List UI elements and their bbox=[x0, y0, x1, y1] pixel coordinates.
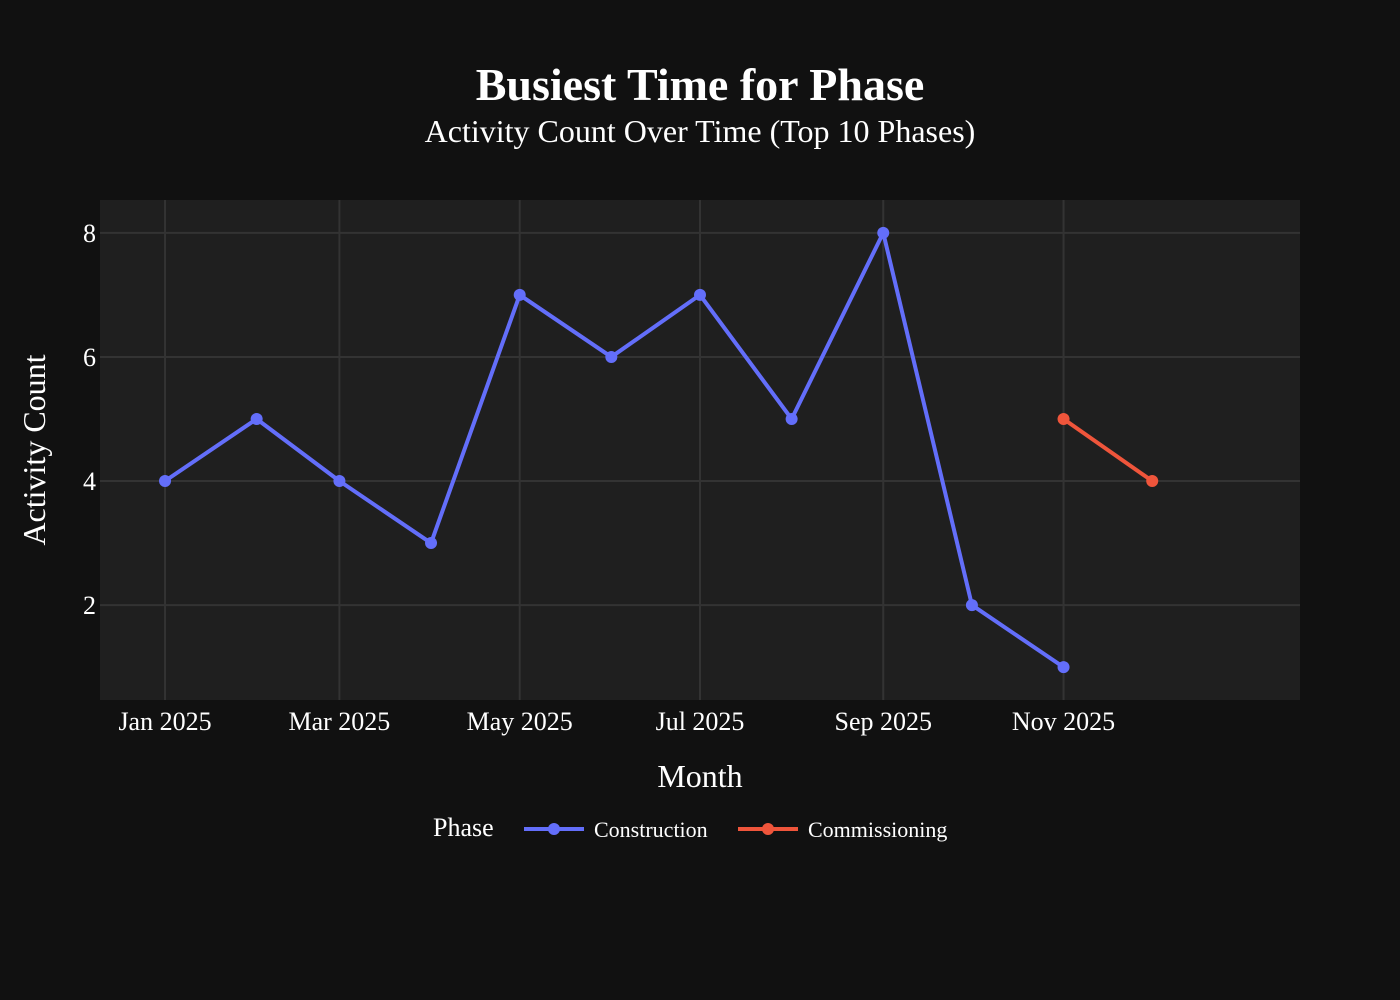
x-tick-label: Mar 2025 bbox=[288, 707, 390, 736]
data-point bbox=[605, 350, 618, 363]
data-point bbox=[333, 475, 346, 488]
y-axis-title: Activity Count bbox=[16, 354, 52, 545]
x-axis-ticks: Jan 2025 Mar 2025 May 2025 Jul 2025 Sep 2025… bbox=[118, 707, 1115, 736]
data-point bbox=[250, 412, 263, 425]
y-tick-label: 6 bbox=[83, 343, 96, 372]
x-axis-title: Month bbox=[657, 758, 742, 794]
legend-items: Construction Commissioning bbox=[524, 817, 947, 842]
x-gridlines bbox=[164, 200, 1065, 700]
legend-swatch-marker bbox=[762, 823, 774, 835]
data-point bbox=[965, 599, 978, 612]
x-tick-label: Nov 2025 bbox=[1012, 707, 1115, 736]
data-point bbox=[513, 288, 526, 301]
legend-item-construction[interactable]: Construction bbox=[524, 817, 708, 842]
x-tick-label: Jul 2025 bbox=[656, 707, 745, 736]
series-layer bbox=[159, 226, 1159, 674]
y-axis-ticks: 2 4 6 8 bbox=[83, 219, 96, 620]
series-line bbox=[1062, 417, 1154, 483]
data-point bbox=[1057, 412, 1070, 425]
chart-subtitle: Activity Count Over Time (Top 10 Phases) bbox=[425, 113, 976, 149]
data-point bbox=[877, 226, 890, 239]
chart-title: Busiest Time for Phase bbox=[476, 59, 925, 110]
legend-title: Phase bbox=[433, 813, 494, 842]
x-tick-label: Sep 2025 bbox=[835, 707, 933, 736]
series-construction bbox=[159, 226, 1070, 674]
y-gridlines bbox=[100, 231, 1300, 607]
x-tick-label: Jan 2025 bbox=[118, 707, 211, 736]
data-point bbox=[1146, 475, 1159, 488]
data-point bbox=[694, 288, 706, 301]
legend-label: Construction bbox=[594, 817, 708, 842]
y-tick-label: 4 bbox=[83, 467, 96, 496]
legend-item-commissioning[interactable]: Commissioning bbox=[738, 817, 947, 842]
data-point bbox=[159, 475, 172, 488]
data-point bbox=[1057, 661, 1070, 674]
y-tick-label: 2 bbox=[83, 591, 96, 620]
legend: Phase Construction Commissioning bbox=[433, 813, 947, 842]
series-commissioning bbox=[1057, 412, 1159, 488]
legend-label: Commissioning bbox=[808, 817, 947, 842]
data-point bbox=[785, 412, 798, 425]
y-tick-label: 8 bbox=[83, 219, 96, 248]
data-point bbox=[425, 537, 438, 550]
x-tick-label: May 2025 bbox=[467, 707, 573, 736]
legend-swatch-marker bbox=[548, 823, 560, 835]
